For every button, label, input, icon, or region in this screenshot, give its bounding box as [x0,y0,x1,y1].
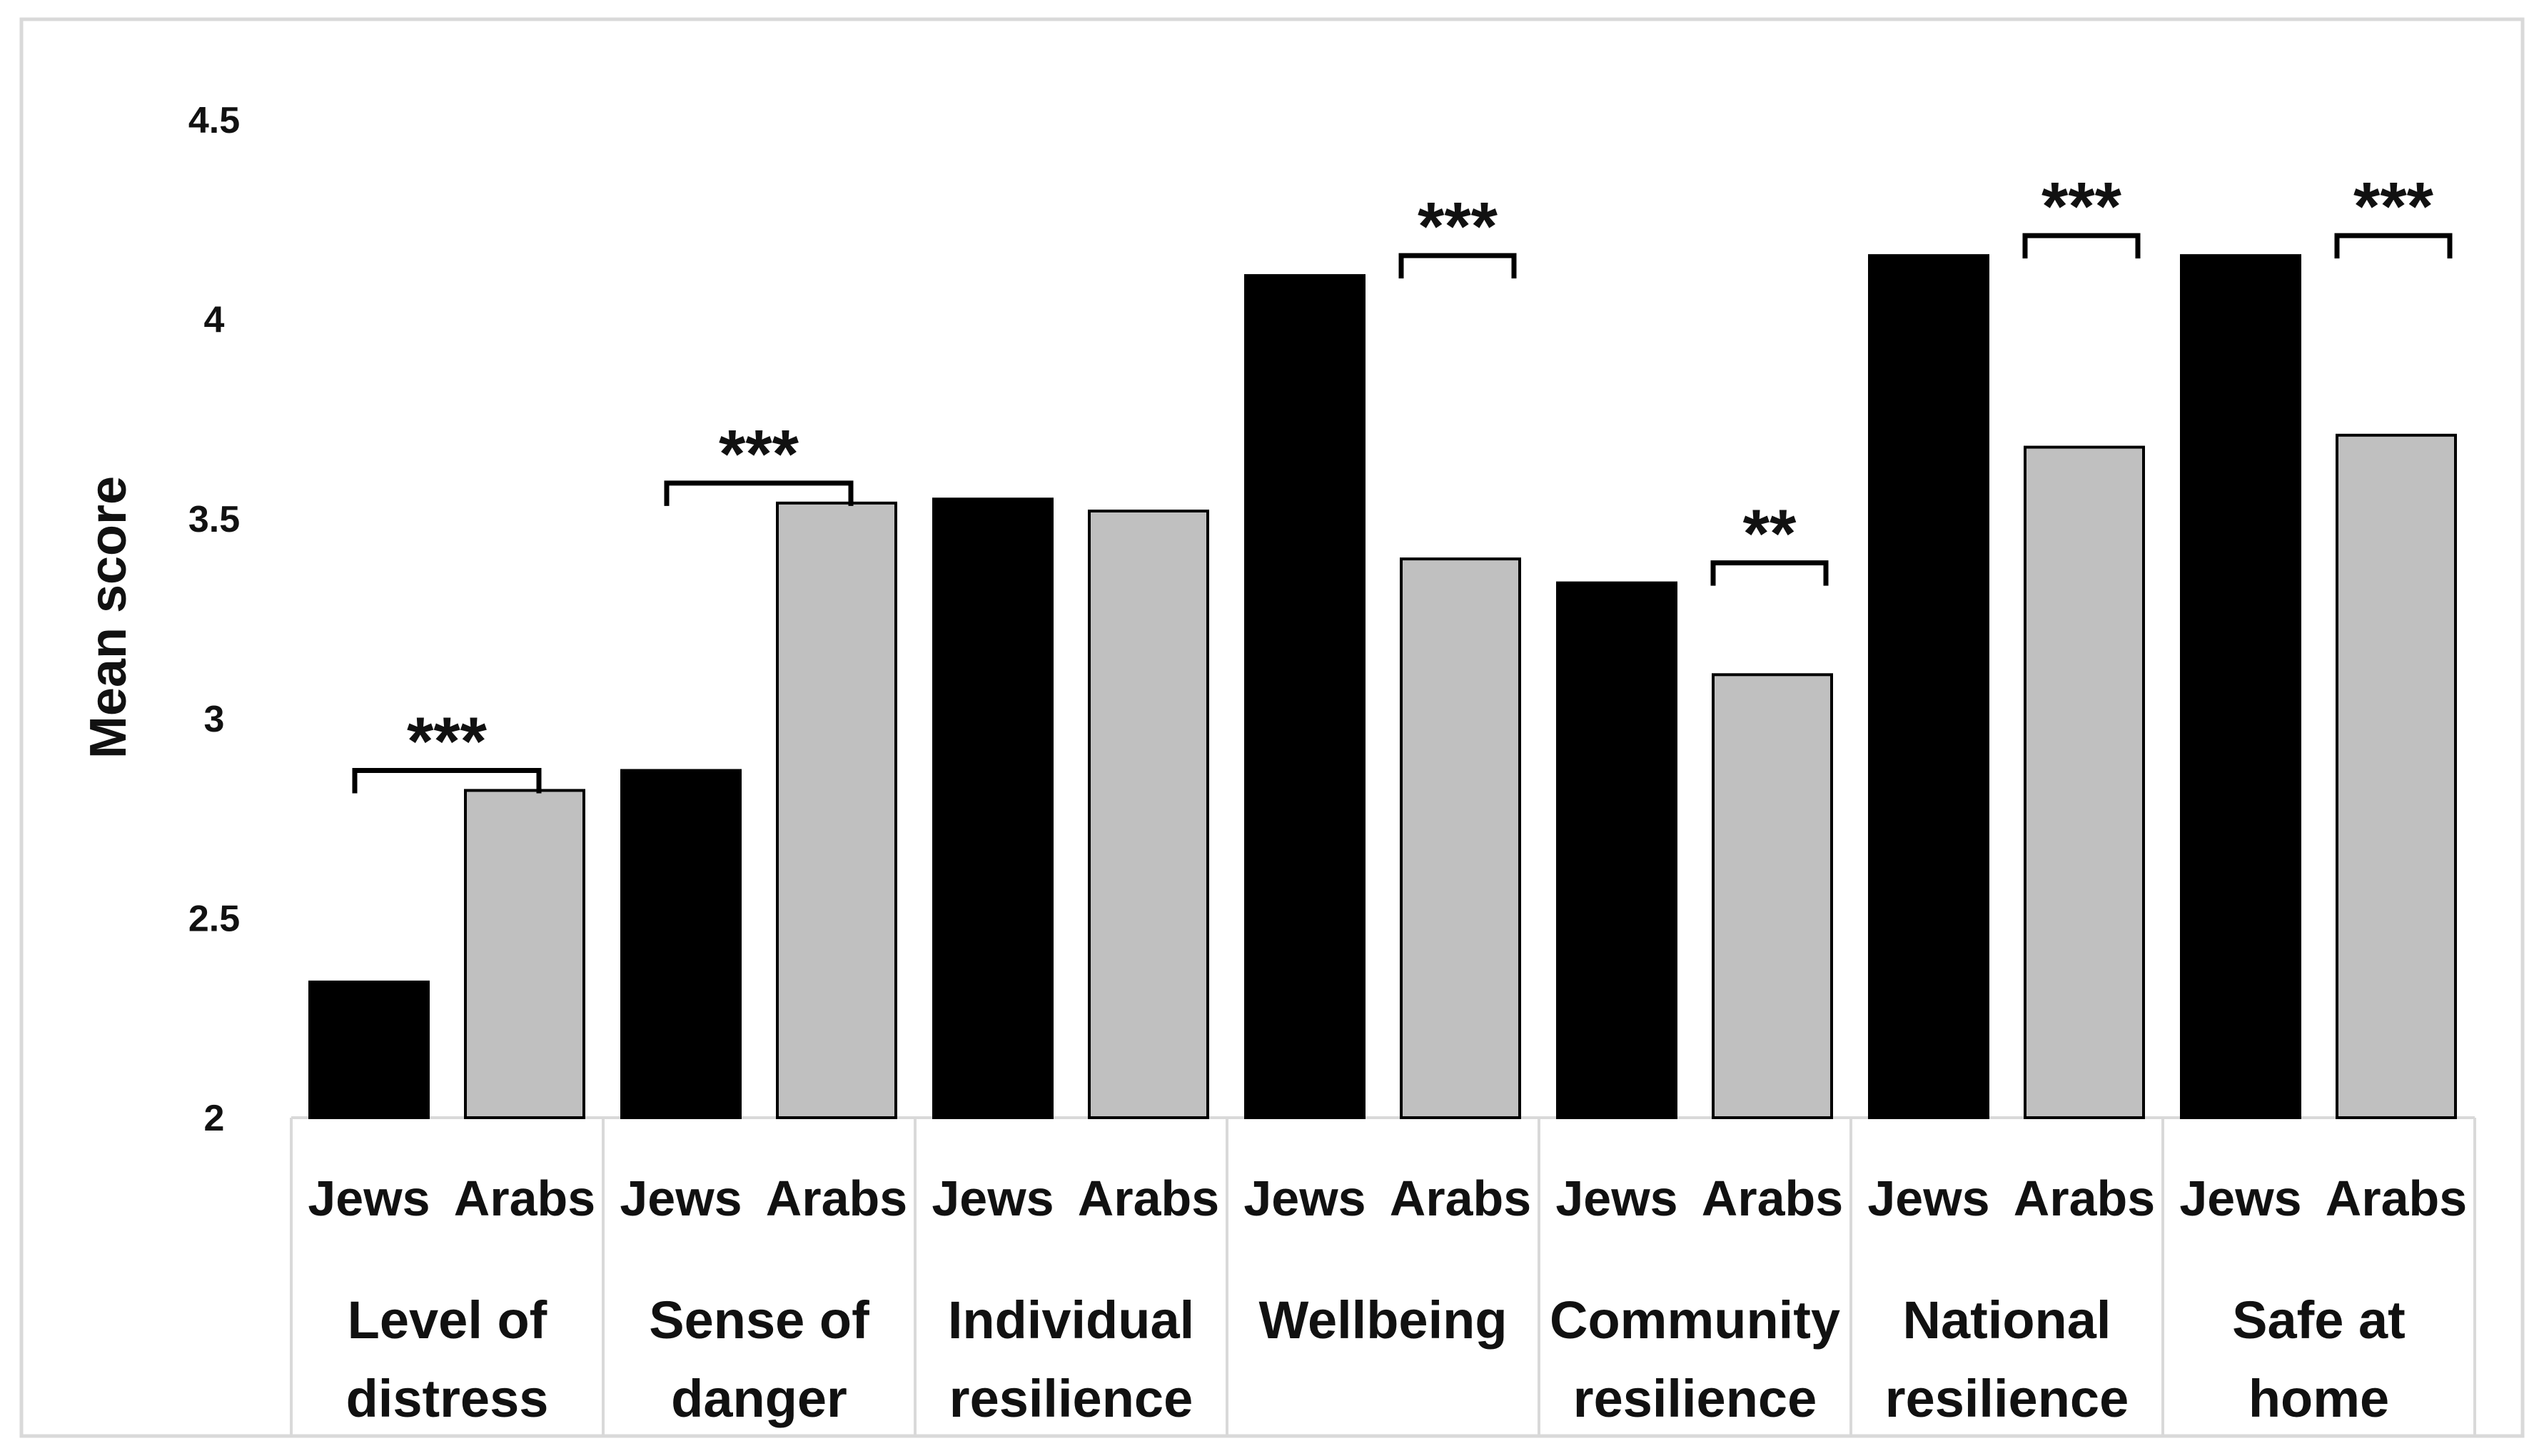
category-label: resilience [1573,1369,1817,1428]
significance-label: ** [1743,496,1797,572]
y-tick-label: 4.5 [188,100,240,141]
bar-jews [620,769,742,1119]
y-tick-label: 3 [204,699,225,740]
series-label: Jews [1555,1171,1677,1226]
category-label: home [2248,1369,2389,1428]
series-label: Jews [1867,1171,1989,1226]
y-tick-label: 3.5 [188,499,240,540]
bar-arabs [1400,557,1521,1119]
significance-bracket [1398,253,1517,279]
y-axis-label: Mean score [80,476,137,759]
series-label: Arabs [2014,1171,2155,1226]
bar-jews [2180,254,2301,1119]
y-tick-label: 2.5 [188,898,240,939]
y-axis-ticks: 2 2.5 3 3.5 4 4.5 [188,100,240,1139]
bar-jews [1244,274,1366,1119]
significance-bracket [664,480,854,506]
bar-jews [932,497,1054,1119]
significance-bracket [1710,560,1829,586]
series-label: Arabs [454,1171,595,1226]
category-label: resilience [1885,1369,2129,1428]
bar-arabs [2024,445,2145,1119]
category-label: Individual [948,1290,1194,1350]
significance-label: *** [407,703,488,779]
category-label: resilience [949,1369,1193,1428]
significance-bracket [352,767,542,794]
bar-jews [308,980,430,1119]
series-label: Jews [620,1171,742,1226]
category-label: Level of [348,1290,547,1350]
series-label: Arabs [1390,1171,1531,1226]
category-label: danger [671,1369,847,1428]
bars [308,254,2457,1120]
series-label: Jews [1243,1171,1366,1226]
category-label: Wellbeing [1258,1290,1507,1350]
significance-label: *** [1418,188,1498,265]
y-tick-label: 4 [204,300,225,341]
series-label: Arabs [2326,1171,2467,1226]
bar-arabs [2336,433,2457,1119]
category-label: distress [346,1369,549,1428]
category-label: Community [1550,1290,1840,1350]
significance-label: *** [719,416,799,492]
bar-arabs [1088,510,1209,1119]
series-label: Arabs [1702,1171,1843,1226]
x-axis-labels: Jews Arabs Level of distress Jews Arabs Sense … [308,1171,2467,1428]
series-label: Arabs [766,1171,907,1226]
bar-arabs [776,501,897,1119]
category-label: Sense of [649,1290,869,1350]
significance-label: *** [2353,168,2434,245]
category-label: National [1903,1290,2111,1350]
category-label: Safe at [2232,1290,2406,1350]
bar-jews [1556,581,1677,1119]
series-label: Arabs [1078,1171,1219,1226]
significance-brackets: ************** *** [352,168,2453,794]
series-label: Jews [308,1171,430,1226]
significance-bracket [2022,233,2141,259]
y-tick-label: 2 [204,1098,225,1139]
bar-jews [1868,254,1989,1119]
significance-bracket [2334,233,2453,259]
series-label: Jews [2179,1171,2301,1226]
bar-arabs [1712,673,1833,1119]
significance-label: *** [2041,168,2122,245]
bar-arabs [464,789,585,1120]
series-label: Jews [932,1171,1054,1226]
